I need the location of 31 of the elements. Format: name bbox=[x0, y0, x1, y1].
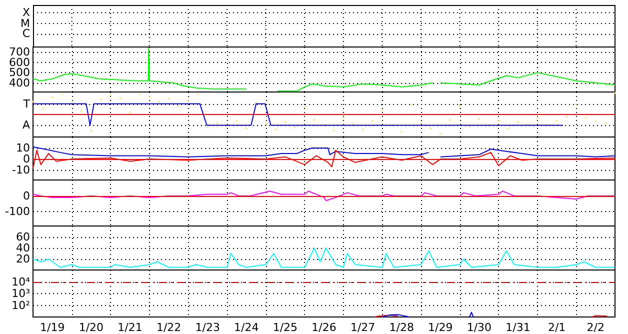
text: T bbox=[22, 97, 30, 110]
x-tick-label: 1/22 bbox=[156, 321, 182, 334]
x-tick-label: 2/1 bbox=[548, 321, 566, 334]
text: M bbox=[20, 16, 30, 30]
y-tick-label: 20 bbox=[16, 252, 30, 266]
x-tick-label: 1/31 bbox=[506, 321, 530, 334]
x-tick-label: 1/30 bbox=[466, 321, 492, 334]
x-tick-label: 1/27 bbox=[350, 321, 376, 334]
y-tick-label: 40 bbox=[16, 242, 30, 254]
y-tick-label: 10² bbox=[12, 298, 30, 312]
y-tick-label: -10 bbox=[12, 164, 30, 177]
y-tick-label: 10³ bbox=[12, 287, 30, 300]
x-tick-label: 1/24 bbox=[234, 321, 259, 334]
x-tick-label: 1/19 bbox=[40, 321, 65, 334]
y-tick-label: 0 bbox=[23, 152, 30, 166]
x-tick-label: 1/29 bbox=[428, 321, 453, 334]
x-tick-label: 1/20 bbox=[78, 321, 104, 334]
x-tick-label: 1/21 bbox=[118, 321, 142, 334]
y-tick-label: 0 bbox=[23, 189, 30, 202]
text: C bbox=[22, 27, 30, 42]
y-tick-label: 60 bbox=[16, 230, 30, 244]
text: A bbox=[22, 118, 30, 132]
x-tick-label: 2/2 bbox=[586, 321, 604, 334]
text: X bbox=[22, 6, 30, 19]
y-tick-label: 10⁴ bbox=[12, 275, 31, 288]
x-tick-label: 1/28 bbox=[389, 321, 414, 334]
x-tick-label: 1/26 bbox=[312, 321, 336, 334]
x-tick-label: 1/23 bbox=[195, 321, 220, 334]
y-tick-label: -100 bbox=[5, 205, 30, 218]
y-tick-label: 10 bbox=[16, 142, 30, 155]
x-tick-label: 1/25 bbox=[272, 321, 298, 334]
